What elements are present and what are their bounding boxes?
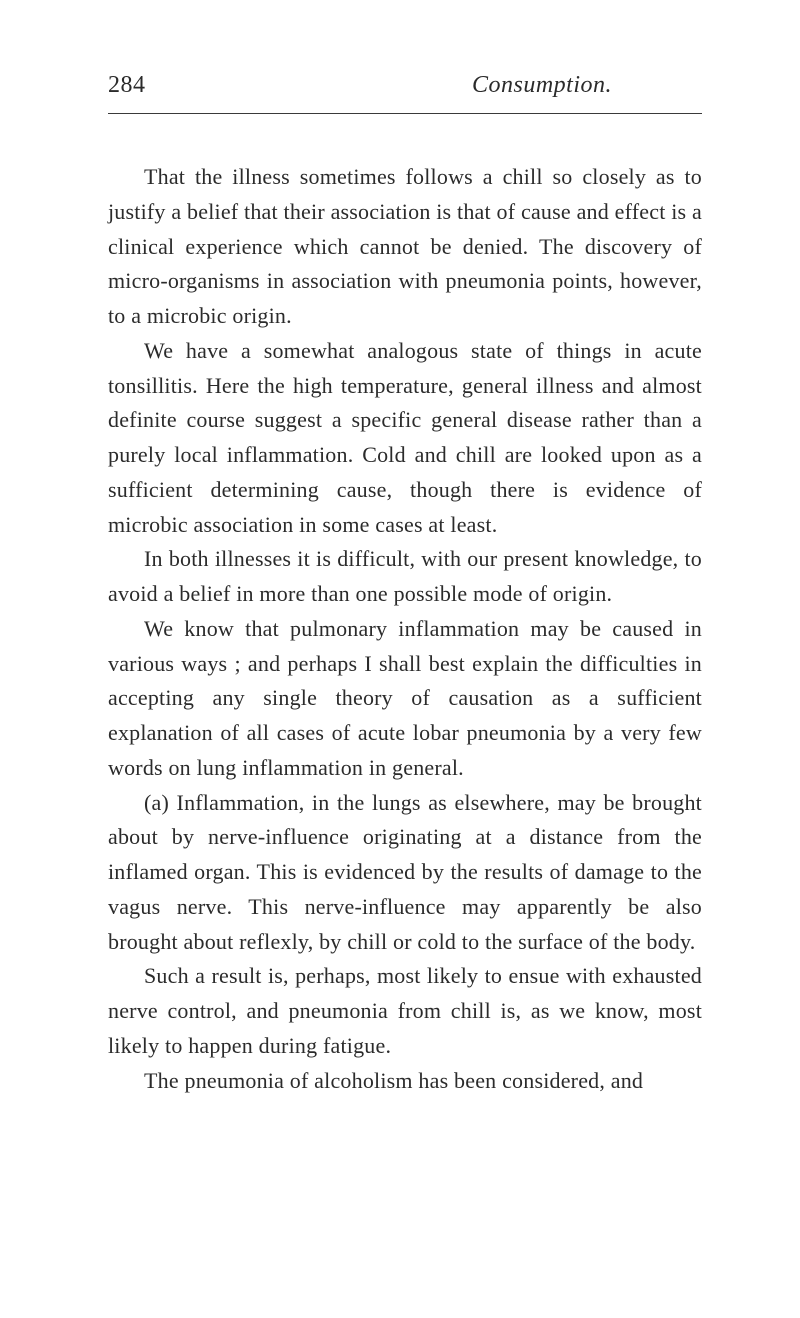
page-header: 284 Consumption. — [108, 72, 702, 99]
list-letter: a — [152, 790, 162, 815]
paragraph: We know that pulmonary inflammation may … — [108, 612, 702, 786]
paragraph: In both illnesses it is difficult, with … — [108, 542, 702, 612]
paragraph: Such a result is, perhaps, most likely t… — [108, 959, 702, 1063]
paragraph-text: ) Inflammation, in the lungs as elsewher… — [108, 790, 702, 954]
paragraph: We have a somewhat analogous state of th… — [108, 334, 702, 543]
running-title: Consumption. — [472, 72, 612, 99]
paragraph: The pneumonia of alcoholism has been con… — [108, 1064, 702, 1099]
header-rule — [108, 113, 702, 114]
paragraph: (a) Inflammation, in the lungs as elsewh… — [108, 786, 702, 960]
page-container: 284 Consumption. That the illness someti… — [0, 0, 800, 1158]
page-number: 284 — [108, 72, 146, 99]
list-marker-open: ( — [144, 790, 152, 815]
paragraph: That the illness sometimes follows a chi… — [108, 160, 702, 334]
body-text: That the illness sometimes follows a chi… — [108, 160, 702, 1098]
